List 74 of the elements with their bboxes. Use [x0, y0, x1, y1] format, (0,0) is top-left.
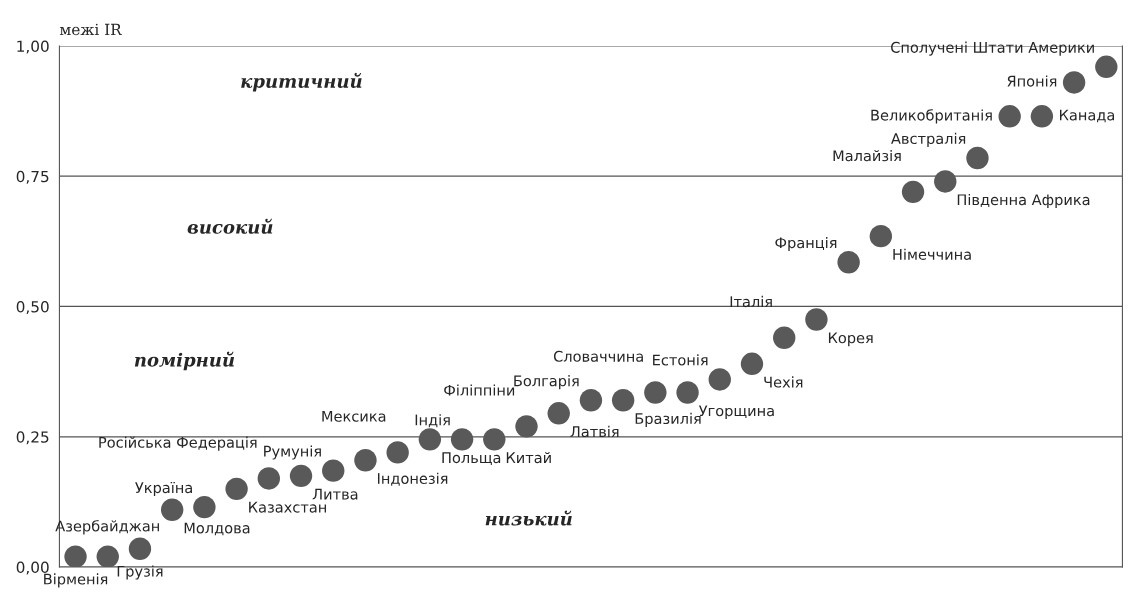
data-label: Південна Африка — [957, 193, 1090, 209]
point — [740, 352, 764, 376]
point — [483, 428, 506, 451]
data-label: Канада — [1059, 109, 1115, 123]
data-label: Сполучені Штати Америки — [891, 41, 1094, 56]
data-label: Казахстан — [249, 501, 326, 513]
data-label: Індонезія — [377, 472, 448, 486]
point — [96, 545, 119, 568]
data-label: Франція — [775, 236, 837, 252]
point — [160, 498, 184, 521]
data-label: Естонія — [653, 354, 708, 366]
point — [805, 308, 828, 331]
y-tick-label: 0,25 — [16, 431, 49, 445]
data-label: Великобританія — [871, 109, 992, 124]
data-label: Бразилія — [635, 412, 701, 427]
point — [708, 368, 731, 391]
point — [837, 251, 860, 274]
data-label: Малайзія — [833, 149, 901, 162]
point — [579, 389, 603, 412]
annotation: помірний — [134, 351, 235, 371]
annotation: низький — [485, 510, 572, 526]
point — [289, 464, 313, 488]
y-axis-title: межі IR — [59, 23, 123, 36]
data-label: Мексика — [322, 410, 386, 422]
point — [998, 105, 1021, 128]
data-label: Литва — [312, 488, 358, 500]
point — [257, 467, 281, 490]
point — [354, 449, 377, 472]
point — [547, 402, 570, 425]
data-label: Корея — [828, 332, 873, 347]
point — [773, 326, 796, 349]
data-label: Індія — [415, 414, 450, 428]
data-label: Грузія — [117, 565, 163, 580]
point — [611, 389, 635, 412]
data-label: Латвія — [570, 425, 619, 438]
point — [64, 545, 87, 568]
point — [1062, 71, 1086, 94]
annotation: критичний — [241, 72, 362, 92]
data-label: Японія — [1007, 75, 1057, 87]
point — [225, 477, 248, 501]
point — [450, 428, 474, 451]
data-label: Італія — [730, 295, 772, 308]
point — [418, 428, 442, 451]
point — [901, 180, 925, 204]
data-label: Австралія — [891, 132, 966, 147]
point — [193, 495, 216, 519]
point — [934, 170, 957, 193]
point — [1095, 55, 1118, 79]
data-label: Словаччина — [553, 350, 643, 362]
y-tick-label: 1,00 — [17, 40, 49, 54]
data-label: Китай — [506, 451, 551, 464]
annotation: високий — [187, 218, 273, 234]
y-tick-label: 0,75 — [16, 170, 49, 184]
point — [128, 537, 152, 560]
data-label: Молдова — [184, 522, 250, 536]
y-tick-label: 0,50 — [16, 300, 49, 315]
point — [966, 146, 989, 170]
data-label: Вірменія — [44, 573, 108, 588]
point — [869, 224, 893, 248]
point — [676, 381, 699, 404]
point — [515, 415, 538, 438]
point — [386, 441, 409, 464]
y-tick-label: 0,00 — [16, 561, 49, 575]
data-label: Філіппіни — [444, 384, 515, 396]
point — [644, 381, 667, 404]
data-label: Румунія — [264, 445, 321, 460]
data-label: Україна — [135, 481, 192, 496]
data-label: Болгарія — [514, 375, 579, 390]
data-label: Польща — [442, 452, 501, 465]
point — [1030, 105, 1054, 128]
data-label: Німеччина — [893, 248, 971, 260]
data-label: Російська Федерація — [99, 436, 257, 451]
data-label: Чехія — [764, 376, 803, 388]
point — [322, 459, 345, 482]
